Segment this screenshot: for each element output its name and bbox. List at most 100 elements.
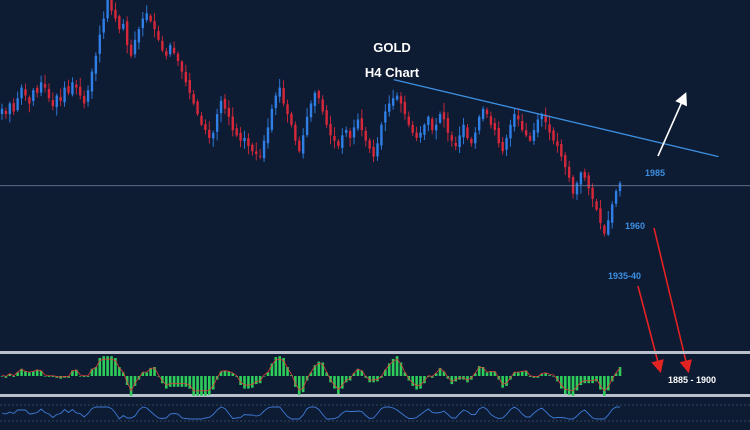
oscillator-bar — [251, 376, 254, 388]
candle-body — [262, 140, 266, 159]
candle-body — [579, 172, 583, 185]
oscillator-bar — [376, 376, 379, 382]
oscillator-bar — [556, 376, 559, 382]
candle-body — [231, 116, 234, 131]
oscillator-bar — [55, 376, 59, 378]
oscillator-bar — [567, 376, 571, 395]
candle-body — [380, 124, 383, 146]
oscillator-bar — [106, 356, 109, 376]
oscillator-bar — [548, 375, 551, 376]
candle-body — [372, 146, 375, 157]
oscillator-bar — [31, 371, 35, 376]
candle-body — [427, 116, 430, 125]
oscillator-bar — [266, 372, 270, 376]
oscillator-bar — [368, 376, 371, 383]
candle-body — [8, 103, 12, 115]
candle-body — [200, 115, 203, 125]
candle-body — [309, 103, 313, 118]
oscillator-bar — [114, 358, 117, 376]
candle-body — [282, 88, 285, 104]
oscillator-bar — [399, 362, 403, 376]
candle-body — [356, 119, 360, 129]
candle-body — [481, 108, 485, 119]
oscillator-bar — [247, 376, 250, 389]
oscillator-bar — [587, 376, 591, 384]
candle-body — [204, 124, 207, 131]
candle-body — [364, 130, 367, 141]
candle-body — [102, 18, 105, 33]
candle-body — [239, 132, 242, 141]
candle-body — [321, 99, 324, 112]
oscillator-bar — [121, 372, 125, 376]
oscillator-bar — [204, 376, 207, 396]
level-label-1935-40: 1935-40 — [608, 271, 641, 281]
oscillator-bar — [125, 376, 129, 385]
candle-body — [407, 116, 410, 125]
oscillator-bar — [395, 356, 399, 376]
candle-body — [501, 142, 504, 152]
level-label-1960: 1960 — [625, 221, 645, 231]
price-candles — [0, 0, 622, 237]
oscillator-bar — [63, 376, 66, 378]
oscillator-bar — [200, 376, 203, 396]
oscillator-bar — [184, 376, 188, 387]
candle-body — [587, 175, 590, 189]
candle-body — [157, 31, 160, 40]
oscillator-bar — [485, 372, 489, 376]
oscillator-bar — [188, 376, 192, 389]
up-projection-arrow — [657, 92, 687, 157]
candle-body — [493, 123, 497, 131]
lower-panel-line — [1, 406, 620, 420]
oscillator-bar — [356, 368, 360, 376]
oscillator-bar — [387, 363, 391, 376]
candle-body — [20, 87, 23, 99]
oscillator-bar — [579, 376, 583, 385]
candle-body — [450, 135, 454, 141]
oscillator-bar — [544, 373, 547, 376]
oscillator-bar — [86, 376, 90, 377]
oscillator-bar — [438, 367, 442, 376]
candle-body — [603, 225, 606, 234]
oscillator-bar — [67, 376, 70, 378]
candle-body — [376, 143, 379, 157]
oscillator-bar — [294, 376, 297, 387]
candle-body — [540, 114, 543, 120]
candle-body — [212, 132, 215, 139]
oscillator-bar — [172, 376, 176, 387]
candle-body — [442, 112, 446, 120]
candle-body — [141, 18, 145, 29]
oscillator-bar — [325, 372, 328, 376]
candle-body — [337, 141, 340, 146]
candle-body — [71, 82, 74, 95]
oscillator-bar — [262, 376, 266, 377]
oscillator-bar — [270, 363, 274, 376]
oscillator-bar — [340, 376, 344, 389]
candle-body — [341, 135, 344, 148]
candle-body — [36, 87, 39, 93]
candle-body — [110, 0, 113, 11]
oscillator-bar — [552, 376, 555, 377]
oscillator-bar — [16, 372, 19, 376]
oscillator-bar — [35, 369, 39, 376]
candle-body — [599, 208, 602, 223]
oscillator-bar — [489, 371, 493, 376]
candle-body — [477, 116, 481, 131]
down-projection-arrow-1 — [653, 227, 692, 374]
candle-body — [411, 124, 414, 133]
candle-body — [172, 47, 176, 54]
oscillator-bar — [208, 376, 211, 395]
oscillator-bar — [560, 376, 563, 389]
candle-body — [509, 124, 512, 139]
oscillator-bar — [223, 370, 227, 376]
candle-body — [266, 127, 270, 144]
oscillator-bar — [337, 376, 340, 394]
oscillator-bar — [290, 375, 293, 376]
oscillator-bar — [442, 371, 446, 376]
oscillator-bar — [227, 371, 231, 376]
candle-body — [368, 140, 371, 149]
oscillator-bar — [391, 358, 395, 376]
candle-body — [227, 107, 231, 117]
oscillator-bar — [524, 370, 528, 376]
candle-body — [98, 34, 101, 54]
